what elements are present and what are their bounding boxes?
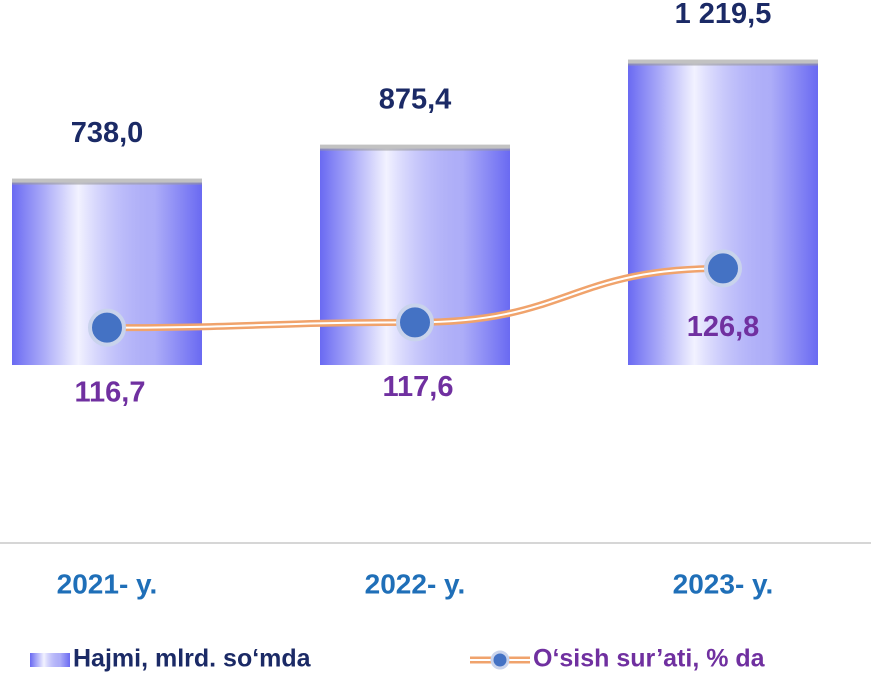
line-value-label: 116,7 [75, 376, 146, 408]
x-tick-label: 2023- y. [673, 568, 774, 599]
bar-top [12, 178, 202, 185]
line-value-label: 126,8 [687, 311, 760, 343]
legend-marker [490, 650, 510, 670]
x-tick-label: 2021- y. [57, 568, 158, 599]
line-point [88, 308, 126, 347]
line-point [704, 249, 742, 288]
bar-value-label: 738,0 [71, 117, 144, 149]
legend-label: O‘sish sur’ati, % da [533, 645, 766, 673]
bar-value-label: 875,4 [379, 83, 452, 115]
line-point [396, 303, 434, 342]
bar [628, 63, 818, 366]
legend-label: Hajmi, mlrd. so‘mda [73, 645, 312, 673]
bar-top [320, 144, 510, 151]
bar-top [628, 59, 818, 66]
bar-value-label: 1 219,5 [675, 0, 772, 30]
legend-swatch [30, 653, 70, 667]
x-tick-label: 2022- y. [365, 568, 466, 599]
line-value-label: 117,6 [383, 371, 454, 403]
